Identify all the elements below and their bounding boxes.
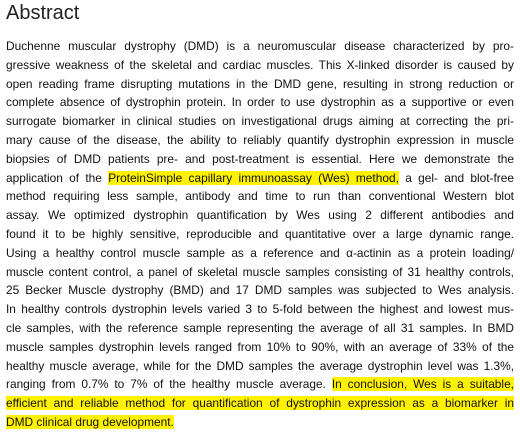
text-line: open reading frame disrupting mutations … (6, 75, 514, 94)
text-line: mary cause of the disease, the ability t… (6, 131, 514, 150)
text: surrogate biomarker in clinical studies … (6, 114, 514, 129)
text: muscle content control, a panel of skele… (6, 264, 514, 279)
text-line: In healthy controls dystrophin levels va… (6, 300, 514, 319)
text-line: biopsies of DMD patients pre- and post-t… (6, 150, 514, 169)
text-line: efficient and reliable method for quanti… (6, 394, 514, 413)
section-title: Abstract (6, 2, 80, 24)
text: Duchenne muscular dystrophy (DMD) is a n… (6, 39, 514, 53)
text-line: assay. We optimized dystrophin quantific… (6, 206, 514, 225)
text-line: method requiring less sample, antibody a… (6, 187, 514, 206)
abstract-body: Duchenne muscular dystrophy (DMD) is a n… (6, 37, 514, 432)
text: 25 Becker Muscle dystrophy (BMD) and 17 … (6, 283, 514, 298)
text: biopsies of DMD patients pre- and post-t… (6, 151, 514, 166)
text-line: healthy muscle average, while for the DM… (6, 357, 514, 376)
text-line: DMD clinical drug development. (6, 413, 514, 432)
text-line: ranging from 0.7% to 7% of the healthy m… (6, 375, 514, 394)
text-line: complete absence of dystrophin protein. … (6, 93, 514, 112)
text: complete absence of dystrophin protein. … (6, 95, 514, 110)
text-line: cle samples, with the reference sample r… (6, 319, 514, 338)
text: a gel- and blot-free (405, 170, 514, 185)
text-line: Using a healthy control muscle sample as… (6, 244, 514, 263)
text: found it to be highly sensitive, reprodu… (6, 226, 514, 241)
text-line: found it to be highly sensitive, reprodu… (6, 225, 514, 244)
highlighted-text: efficient and reliable method for quanti… (6, 396, 514, 411)
text: Using a healthy control muscle sample as… (6, 245, 514, 260)
text: healthy muscle average, while for the DM… (6, 358, 514, 373)
text: ranging from 0.7% to 7% of the healthy m… (6, 377, 326, 392)
highlighted-text: DMD clinical drug development. (6, 414, 174, 429)
text-line: application of the ProteinSimple capilla… (6, 169, 514, 188)
text-line: 25 Becker Muscle dystrophy (BMD) and 17 … (6, 281, 514, 300)
text: In healthy controls dystrophin levels va… (6, 302, 514, 317)
text: assay. We optimized dystrophin quantific… (6, 208, 514, 223)
text-line: surrogate biomarker in clinical studies … (6, 112, 514, 131)
text: gressive weakness of the skeletal and ca… (6, 57, 514, 72)
text: mary cause of the disease, the ability t… (6, 132, 514, 147)
text-line: Duchenne muscular dystrophy (DMD) is a n… (6, 37, 514, 56)
text: application of the (6, 170, 102, 185)
text: method requiring less sample, antibody a… (6, 189, 514, 204)
text: cle samples, with the reference sample r… (6, 320, 514, 335)
highlighted-text: ProteinSimple capillary immunoassay (Wes… (108, 170, 399, 185)
text: muscle samples dystrophin levels ranged … (6, 339, 514, 354)
highlighted-text: In conclusion, Wes is a suitable, (331, 377, 514, 392)
text-line: gressive weakness of the skeletal and ca… (6, 56, 514, 75)
text-line: muscle content control, a panel of skele… (6, 263, 514, 282)
text: open reading frame disrupting mutations … (6, 76, 514, 91)
text-line: muscle samples dystrophin levels ranged … (6, 338, 514, 357)
